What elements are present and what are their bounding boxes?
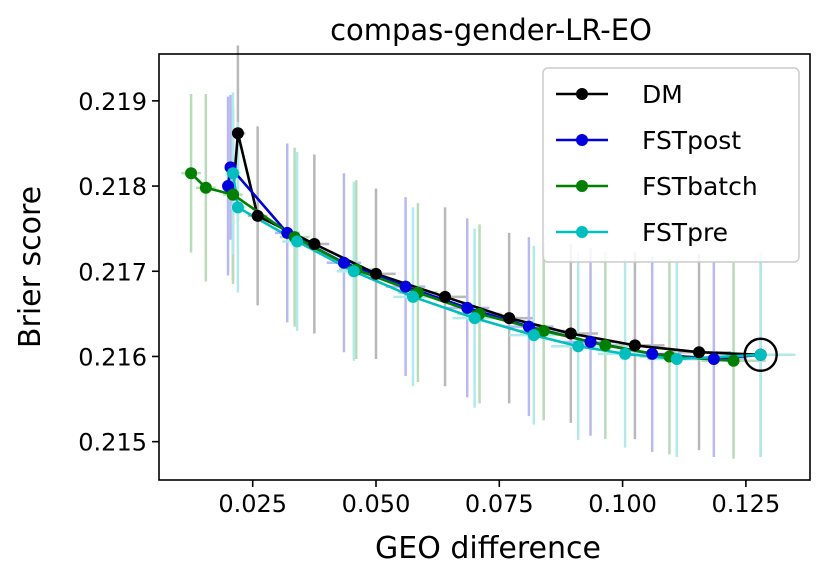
fstpost-point-9: [707, 353, 720, 366]
legend-marker-fstbatch: [576, 180, 588, 192]
fstbatch-point-1: [199, 181, 212, 194]
dm-point-6: [503, 312, 516, 325]
fstpre-point-1: [231, 201, 244, 214]
chart-title: compas-gender-LR-EO: [330, 13, 652, 47]
legend-label-fstpost: FSTpost: [642, 126, 741, 155]
x-tick-label-4: 0.125: [712, 490, 781, 518]
dm-point-0: [231, 127, 244, 140]
y-axis-title: Brier score: [13, 186, 48, 348]
series-points: [185, 127, 767, 367]
fstpre-point-8: [619, 347, 632, 360]
legend-label-fstbatch: FSTbatch: [642, 172, 758, 201]
dm-point-7: [564, 327, 577, 340]
fstbatch-point-10: [727, 354, 740, 367]
fstbatch-point-2: [226, 188, 239, 201]
fstpre-point-6: [527, 329, 540, 342]
legend-label-fstpre: FSTpre: [642, 218, 728, 247]
highlight-circle: [743, 337, 778, 372]
fstbatch-point-0: [185, 167, 198, 180]
fstpre-point-9: [670, 353, 683, 366]
x-tick-label-2: 0.075: [465, 490, 534, 518]
y-tick-label-0: 0.215: [78, 429, 147, 457]
dm-point-2: [251, 209, 264, 222]
legend-marker-fstpost: [576, 134, 588, 146]
y-tick-label-3: 0.218: [78, 173, 147, 201]
x-axis-ticks: 0.025 0.050 0.075 0.100 0.125: [218, 480, 780, 518]
fstbatch-point-8: [599, 339, 612, 352]
x-tick-label-1: 0.050: [342, 490, 411, 518]
fstpost-point-5: [461, 301, 474, 314]
y-tick-label-1: 0.216: [78, 343, 147, 371]
dm-point-8: [628, 339, 641, 352]
dm-point-3: [308, 237, 321, 250]
dm-point-5: [439, 290, 452, 303]
fstpre-point-5: [468, 312, 481, 325]
x-axis-title: GEO difference: [375, 531, 601, 566]
plot-frame: [158, 53, 811, 481]
legend: DM FSTpost FSTbatch FSTpre: [542, 67, 800, 263]
fstpost-point-8: [646, 347, 659, 360]
x-tick-label-0: 0.025: [218, 490, 287, 518]
legend-marker-fstpre: [576, 226, 588, 238]
fstpost-point-3: [337, 256, 350, 269]
y-axis-ticks: 0.215 0.216 0.217 0.218 0.219: [78, 88, 159, 457]
fstpre-point-10: [754, 348, 767, 361]
fstpre-point-2: [291, 235, 304, 248]
dm-point-9: [693, 346, 706, 359]
highlight-marker: [743, 337, 778, 372]
fstpost-point-4: [399, 280, 412, 293]
legend-label-dm: DM: [642, 80, 683, 109]
x-tick-label-3: 0.100: [588, 490, 657, 518]
fstpre-point-0: [226, 167, 239, 180]
fstpre-point-7: [572, 340, 585, 353]
legend-marker-dm: [576, 88, 588, 100]
y-tick-label-2: 0.217: [78, 258, 147, 286]
legend-box: [542, 67, 800, 263]
dm-point-4: [370, 267, 382, 280]
fstpost-point-7: [584, 335, 597, 348]
y-tick-label-4: 0.219: [78, 88, 147, 116]
fstbatch-point-7: [537, 324, 550, 337]
fstpre-point-3: [347, 265, 360, 278]
fstpre-point-4: [406, 290, 419, 303]
